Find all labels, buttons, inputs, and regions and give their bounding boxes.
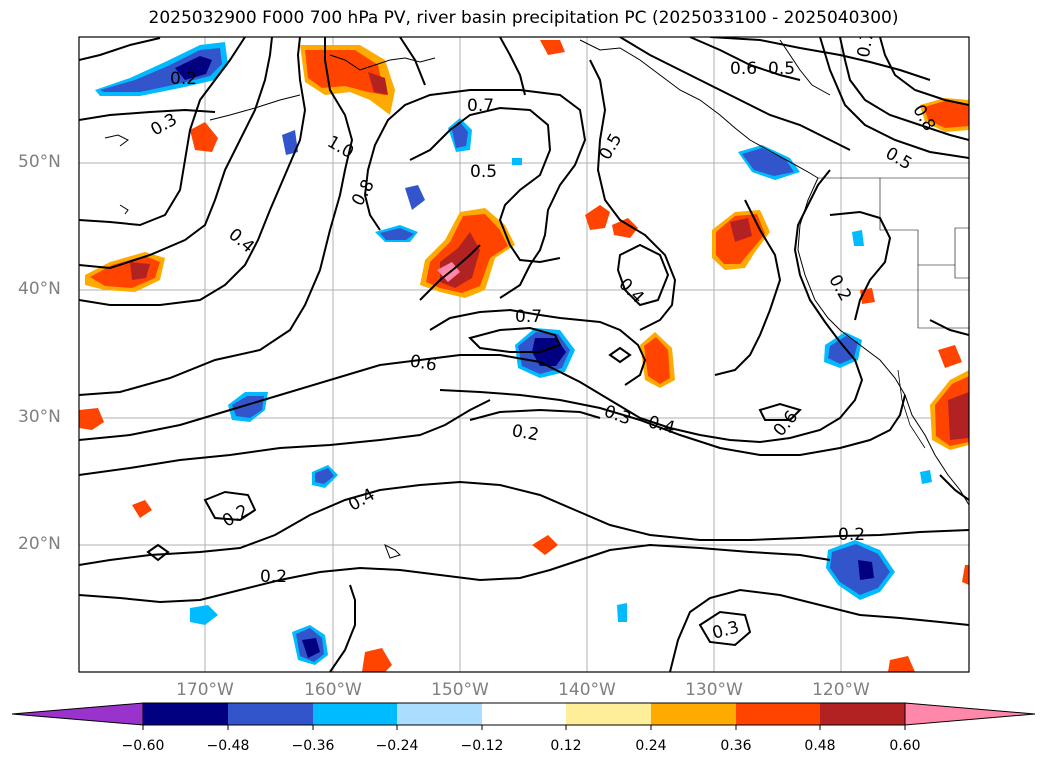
colorbar-swatch xyxy=(651,703,736,725)
pv-contours xyxy=(79,37,969,672)
contour-label: 0.2 xyxy=(170,69,197,89)
colorbar-tick-label: 0.24 xyxy=(635,738,667,754)
colorbar-swatch xyxy=(566,703,651,725)
contour-label: 0.7 xyxy=(467,96,494,116)
lon-label: 130°W xyxy=(685,680,743,700)
colorbar-tick-label: −0.12 xyxy=(460,738,504,754)
lon-label: 160°W xyxy=(304,680,362,700)
precip-shading xyxy=(79,40,969,672)
lon-label: 150°W xyxy=(431,680,489,700)
map-title: 2025032900 F000 700 hPa PV, river basin … xyxy=(148,8,899,28)
contour-label: 0.2 xyxy=(510,421,540,445)
colorbar-tick-label: −0.36 xyxy=(291,738,335,754)
contour-label: 0.6 xyxy=(730,59,757,79)
colorbar-tick-label: 0.60 xyxy=(889,738,921,754)
contour-label: 0.6 xyxy=(408,351,438,375)
negative-anomaly-areas xyxy=(95,42,932,665)
lat-label: 40°N xyxy=(18,279,61,299)
colorbar-tick-label: 0.12 xyxy=(550,738,582,754)
colorbar-tick-label: 0.36 xyxy=(720,738,752,754)
lon-label: 120°W xyxy=(812,680,870,700)
colorbar-swatch xyxy=(736,703,820,725)
colorbar-swatch xyxy=(397,703,482,725)
map-frame xyxy=(78,36,970,673)
colorbar-extend-high xyxy=(904,702,1036,726)
positive-anomaly-areas xyxy=(79,40,969,672)
colorbar-swatch xyxy=(482,703,566,725)
lat-label: 20°N xyxy=(18,534,61,554)
lon-label: 170°W xyxy=(176,680,234,700)
colorbar-swatch xyxy=(143,703,228,725)
contour-label: 0.7 xyxy=(854,29,878,59)
colorbar-tick-label: −0.60 xyxy=(121,738,165,754)
colorbar-swatch xyxy=(228,703,313,725)
lat-label: 30°N xyxy=(18,407,61,427)
contour-label: 0.2 xyxy=(838,525,865,545)
contour-label: 0.7 xyxy=(515,307,542,327)
colorbar-extend-low xyxy=(11,702,144,726)
colorbar-swatch xyxy=(820,703,905,725)
lat-label: 50°N xyxy=(18,152,61,172)
colorbar-swatch xyxy=(313,703,397,725)
colorbar-tick-label: −0.48 xyxy=(206,738,250,754)
colorbar-tick-label: −0.24 xyxy=(375,738,419,754)
contour-label: 0.5 xyxy=(470,162,497,182)
contour-label: 0.5 xyxy=(768,59,795,79)
contour-label: 0.2 xyxy=(260,567,287,587)
colorbar xyxy=(11,702,1036,730)
lon-label: 140°W xyxy=(558,680,616,700)
colorbar-tick-label: 0.48 xyxy=(804,738,836,754)
